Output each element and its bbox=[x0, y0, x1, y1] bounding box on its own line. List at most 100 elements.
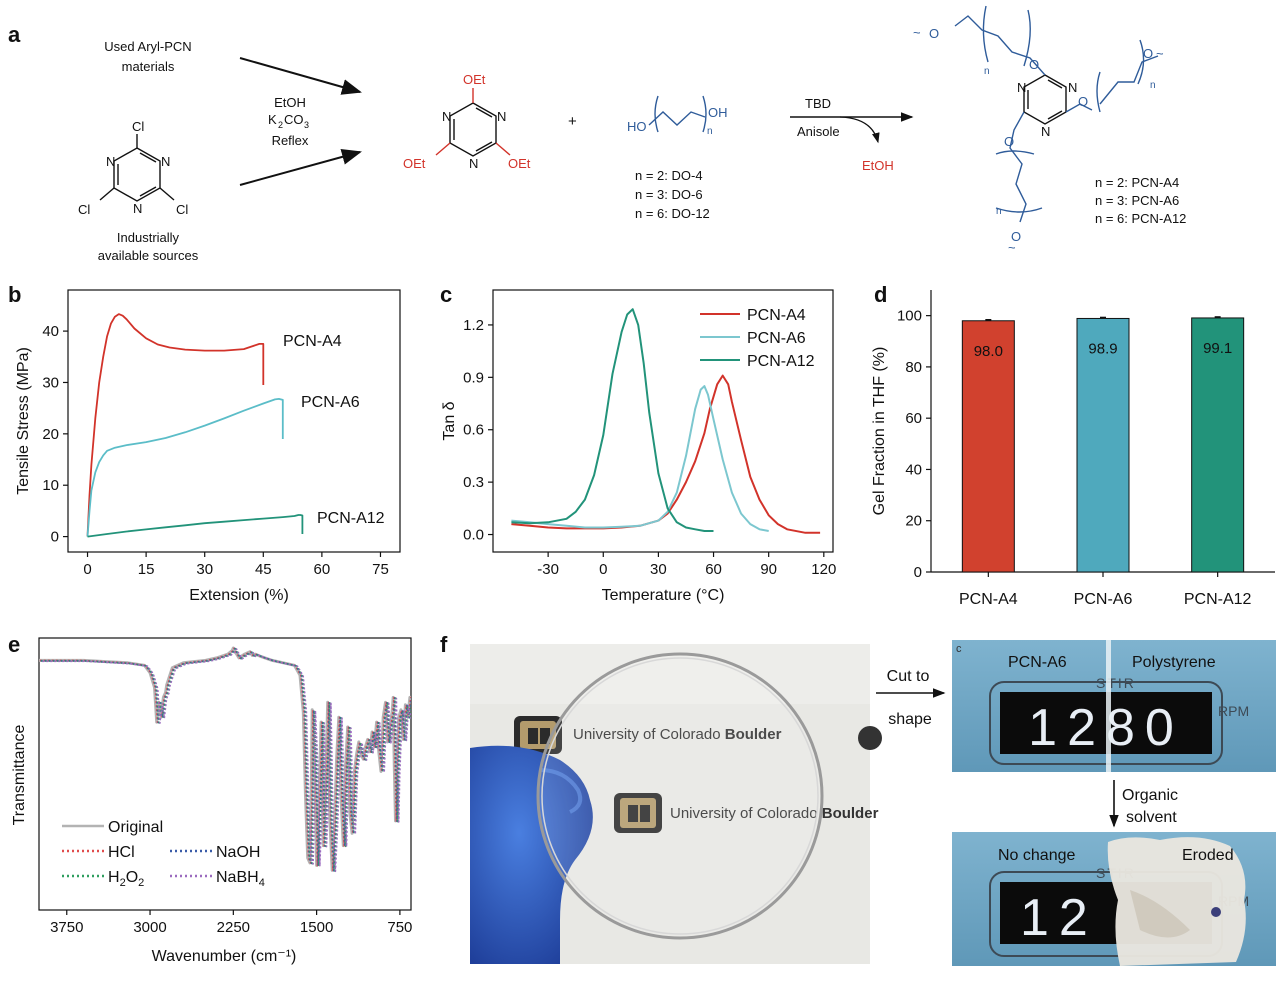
n-right: N bbox=[161, 154, 170, 169]
ytick-label-b-3: 30 bbox=[42, 374, 59, 391]
legend-label-original: Original bbox=[108, 819, 163, 836]
glove bbox=[470, 745, 593, 964]
panel-label-e: e bbox=[8, 632, 20, 657]
ylabel-e: Transmittance bbox=[11, 725, 28, 826]
xlabel-b: Extension (%) bbox=[189, 587, 289, 604]
ytick-label-c-2: 0.6 bbox=[463, 422, 484, 439]
polymer-o-5: O bbox=[1004, 134, 1014, 149]
bar-value-label-pcn-a4: 98.0 bbox=[974, 343, 1003, 360]
lcd-readout-top: 1280 bbox=[1028, 699, 1184, 757]
arrow-label-shape: shape bbox=[888, 711, 932, 728]
bar-pcn-a12 bbox=[1191, 317, 1245, 573]
legend-label-a6: PCN-A6 bbox=[747, 330, 806, 347]
ytick-label-c-1: 0.3 bbox=[463, 474, 484, 491]
disc-caption-1: University of Colorado Boulder bbox=[573, 726, 782, 743]
legend-label-a12: PCN-A12 bbox=[747, 353, 815, 370]
n2-bottom: N bbox=[469, 156, 478, 171]
reagent-tbd: TBD bbox=[805, 96, 831, 111]
disc-caption-2: University of Colorado Boulder bbox=[670, 805, 879, 822]
polymer-network-structure bbox=[954, 5, 1159, 223]
ytick-label-c-0: 0.0 bbox=[463, 527, 484, 544]
xtick-label-b-3: 45 bbox=[255, 561, 272, 578]
polymer-n-1: n bbox=[984, 66, 990, 77]
polymer-list-2: n = 3: PCN-A6 bbox=[1095, 193, 1179, 208]
ytick-label-d-4: 80 bbox=[905, 359, 922, 376]
lcd-readout-bottom: 12 bbox=[1020, 889, 1098, 947]
cu-logo-icon-2 bbox=[614, 793, 662, 833]
polymer-o-4: O bbox=[1143, 46, 1153, 61]
ytick-label-b-0: 0 bbox=[51, 529, 59, 546]
polymer-o-3: O bbox=[1078, 94, 1088, 109]
tensile-chart: 0 15 30 45 60 75 0 10 20 30 40 Extension (%) Tensi… bbox=[15, 289, 401, 604]
oet-right: OEt bbox=[508, 156, 531, 171]
xlabel-c: Temperature (°C) bbox=[602, 587, 725, 604]
diol-list-3: n = 6: DO-12 bbox=[635, 206, 710, 221]
film-edge-top bbox=[1106, 640, 1111, 772]
ytick-label-d-2: 40 bbox=[905, 461, 922, 478]
annot-pcn-a12: PCN-A12 bbox=[317, 510, 385, 527]
category-label-pcn-a6: PCN-A6 bbox=[1074, 591, 1133, 608]
category-label-pcn-a4: PCN-A4 bbox=[959, 591, 1018, 608]
ytick-label-d-5: 100 bbox=[897, 308, 922, 325]
ytick-label-d-0: 0 bbox=[914, 564, 922, 581]
polymer-o-1: O bbox=[929, 26, 939, 41]
n2-left: N bbox=[442, 109, 451, 124]
spectrum-hcl bbox=[39, 647, 411, 872]
source2-line2: available sources bbox=[98, 248, 199, 263]
polymer-n-2: n bbox=[1150, 80, 1156, 91]
legend-label-naoh: NaOH bbox=[216, 844, 260, 861]
cyanuric-chloride-structure bbox=[99, 134, 175, 202]
xtick-label-e-0: 3750 bbox=[50, 919, 83, 936]
plus-sign: + bbox=[568, 113, 577, 130]
bar-pcn-a6 bbox=[1076, 317, 1130, 573]
label-polystyrene: Polystyrene bbox=[1132, 654, 1216, 671]
cl-right: Cl bbox=[176, 202, 188, 217]
n3-bottom: N bbox=[1041, 124, 1050, 139]
diol-ho: HO bbox=[627, 119, 647, 134]
solvent-anisole: Anisole bbox=[797, 124, 840, 139]
arrow-label-cut: Cut to bbox=[887, 668, 930, 685]
xtick-label-c-2: 30 bbox=[650, 561, 667, 578]
spectrum-naoh bbox=[40, 647, 411, 872]
reaction-scheme: Used Aryl-PCN materials Cl Cl Cl N N N I… bbox=[78, 5, 1186, 263]
source1-line1: Used Aryl-PCN bbox=[104, 39, 191, 54]
ytick-label-c-4: 1.2 bbox=[463, 317, 484, 334]
corner-c-top: c bbox=[956, 643, 962, 655]
cond-k: K bbox=[268, 112, 277, 127]
polymer-o-6: O bbox=[1011, 229, 1021, 244]
wavy-3: ~ bbox=[1008, 240, 1016, 255]
xtick-label-c-0: -30 bbox=[537, 561, 559, 578]
transparent-disc bbox=[536, 652, 824, 940]
ytick-label-b-2: 20 bbox=[42, 426, 59, 443]
n-left: N bbox=[106, 154, 115, 169]
cond-co: CO bbox=[284, 112, 304, 127]
annot-pcn-a4: PCN-A4 bbox=[283, 333, 342, 350]
source2-line1: Industrially bbox=[117, 230, 180, 245]
series-line-pcn-a6 bbox=[86, 397, 284, 537]
cond-reflex: Reflex bbox=[272, 133, 309, 148]
xtick-label-e-1: 3000 bbox=[133, 919, 166, 936]
source1-line2: materials bbox=[122, 59, 175, 74]
xtick-label-e-2: 2250 bbox=[217, 919, 250, 936]
ytick-label-c-3: 0.9 bbox=[463, 369, 484, 386]
diol-list-1: n = 2: DO-4 bbox=[635, 168, 703, 183]
annot-pcn-a6: PCN-A6 bbox=[301, 394, 360, 411]
n3-right: N bbox=[1068, 80, 1077, 95]
series-line-pcn-a4 bbox=[86, 313, 265, 537]
stirrer-photo-top: c PCN-A6 Polystyrene STIR 1280 RPM bbox=[952, 640, 1276, 772]
rpm-label-top: RPM bbox=[1218, 703, 1249, 719]
cond-etoh: EtOH bbox=[274, 95, 306, 110]
series-line-pcn-a12 bbox=[87, 514, 304, 538]
xlabel-e: Wavenumber (cm⁻¹) bbox=[152, 948, 297, 965]
xtick-label-c-1: 0 bbox=[599, 561, 607, 578]
xtick-label-b-0: 0 bbox=[83, 561, 91, 578]
ylabel-c: Tan δ bbox=[441, 401, 458, 440]
polymer-list-1: n = 2: PCN-A4 bbox=[1095, 175, 1179, 190]
bar-value-label-pcn-a6: 98.9 bbox=[1088, 340, 1117, 357]
xtick-label-b-1: 15 bbox=[138, 561, 155, 578]
cond-k-sub: 2 bbox=[278, 120, 283, 130]
panel-label-a: a bbox=[8, 22, 21, 47]
bar-value-label-pcn-a12: 99.1 bbox=[1203, 340, 1232, 357]
diol-oh: OH bbox=[708, 105, 728, 120]
n-bottom: N bbox=[133, 201, 142, 216]
